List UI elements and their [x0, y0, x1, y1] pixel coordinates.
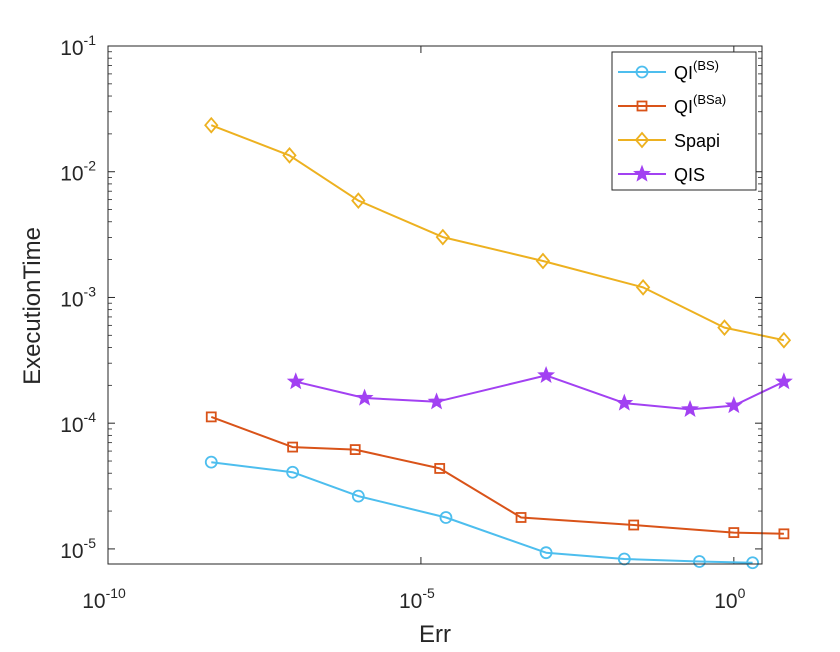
data-point	[535, 252, 551, 270]
data-point	[537, 366, 556, 384]
x-tick-label: 10-5	[399, 585, 435, 613]
legend-marker	[633, 164, 651, 182]
data-point	[204, 455, 218, 469]
data-point	[628, 519, 640, 531]
legend-marker	[635, 65, 649, 79]
data-point	[355, 388, 374, 406]
legend-entry: QI(BS)	[618, 58, 719, 83]
series-2	[204, 116, 792, 349]
tick-labels: 10-10 10-5 100 10-1 10-2 10-3 10-4 10-5	[60, 32, 745, 613]
data-point	[434, 463, 446, 474]
data-point	[427, 392, 446, 410]
legend-label: Spapi	[674, 131, 720, 151]
data-point	[681, 399, 699, 417]
data-point	[435, 228, 451, 246]
data-point	[515, 512, 527, 523]
data-point	[351, 489, 365, 503]
y-tick-label: 10-5	[60, 535, 96, 563]
series-line	[210, 415, 784, 535]
data-point	[746, 556, 760, 570]
x-tick-label: 100	[714, 585, 745, 613]
series-layer	[204, 116, 793, 570]
data-point	[717, 319, 732, 337]
series-3	[286, 366, 793, 417]
data-point	[778, 528, 790, 540]
y-axis-label: ExecutionTime	[19, 227, 46, 385]
data-point	[205, 411, 217, 423]
data-point	[282, 147, 297, 164]
legend-box	[611, 51, 757, 191]
data-point	[774, 372, 793, 390]
data-point	[728, 527, 740, 538]
legend-marker	[634, 131, 650, 149]
data-point	[349, 444, 361, 455]
legend-entry: QIS	[618, 164, 705, 185]
legend-entry: Spapi	[618, 131, 720, 151]
y-tick-label: 10-4	[60, 409, 96, 437]
legend-entry: QI(BSa)	[618, 92, 726, 117]
legend-label: QI(BS)	[674, 58, 719, 83]
data-point	[286, 372, 305, 390]
data-point	[351, 192, 366, 210]
data-point	[539, 546, 553, 560]
legend: QI(BS) QI(BSa) Spapi QIS	[611, 51, 757, 191]
series-line	[295, 374, 785, 411]
series-1	[205, 411, 790, 540]
data-point	[615, 393, 634, 411]
y-tick-label: 10-1	[60, 32, 96, 60]
series-line	[210, 124, 785, 342]
y-tick-label: 10-3	[60, 283, 96, 311]
legend-label: QIS	[674, 165, 705, 185]
x-tick-label: 10-10	[82, 585, 126, 613]
data-point	[693, 555, 706, 568]
data-point	[287, 441, 299, 453]
series-line	[211, 461, 753, 564]
data-point	[286, 465, 300, 479]
axes-box	[107, 45, 763, 565]
data-point	[204, 116, 219, 134]
y-tick-label: 10-2	[60, 158, 96, 186]
legend-marker	[636, 100, 648, 112]
data-point	[439, 511, 453, 524]
data-point	[724, 396, 743, 414]
data-point	[635, 279, 651, 296]
legend-label: QI(BSa)	[674, 92, 726, 117]
data-point	[776, 331, 792, 349]
x-axis-label: Err	[419, 621, 451, 648]
